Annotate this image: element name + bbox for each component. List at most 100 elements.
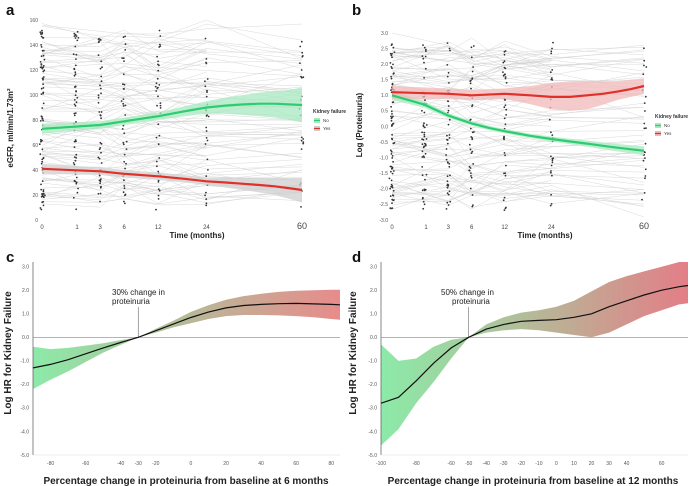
panel-b-subject-trajectory (391, 156, 645, 189)
panel-a-observation-point (205, 130, 208, 132)
panel-b-subject-trajectory (391, 179, 645, 204)
panel-b-observation-point (550, 131, 552, 134)
panel-a-observation-point (39, 153, 42, 156)
panel-b-observation-point (421, 189, 424, 192)
panel-b-observation-point (503, 172, 505, 175)
panel-a-observation-point (205, 95, 208, 98)
panel-a-observation-point (41, 180, 44, 183)
panel-b-observation-point (471, 104, 474, 106)
panel-b-observation-point (550, 193, 552, 196)
panel-a-observation-point (157, 123, 160, 126)
panel-b-observation-point (643, 64, 645, 67)
panel-a-subject-trajectory (41, 59, 303, 87)
panel-b-observation-point (392, 199, 395, 202)
panel-b-observation-point (472, 66, 474, 68)
panel-a-observation-point (42, 195, 45, 198)
panel-a-observation-point (122, 141, 125, 144)
panel-b-observation-point (504, 104, 507, 107)
panel-b-observation-point (390, 170, 392, 173)
panel-a-subject-trajectory (41, 104, 303, 123)
panel-a-subject-trajectory (41, 56, 303, 75)
panel-b-subject-trajectory (391, 46, 552, 68)
panel-a-observation-point (41, 29, 43, 32)
panel-b-observation-point (424, 143, 427, 146)
panel-b-observation-point (423, 77, 425, 79)
panel-d-y-tick-label: 3.0 (370, 265, 377, 271)
panel-b-observation-point (389, 195, 392, 198)
panel-a-subject-trajectory (41, 57, 207, 78)
panel-a-legend-title: Kidney failure (313, 109, 346, 115)
panel-a-observation-point (158, 189, 161, 192)
panel-a-y-tick-label: 0 (35, 218, 38, 224)
panel-a-subject-trajectory (41, 90, 303, 118)
panel-b-observation-point (449, 174, 451, 177)
panel-b-observation-point (470, 176, 473, 179)
panel-b-observation-point (446, 142, 449, 145)
panel-c-y-tick-label: -3.0 (20, 406, 29, 412)
panel-b-observation-point (551, 157, 554, 160)
panel-a-observation-point (40, 208, 43, 211)
panel-b-observation-point (422, 57, 425, 60)
panel-b-observation-point (389, 165, 392, 168)
panel-c-band (33, 289, 340, 390)
panel-a-observation-point (74, 112, 77, 114)
panel-a-observation-point (159, 107, 162, 109)
panel-b-observation-point (505, 206, 507, 209)
panel-a-subject-trajectory (41, 113, 303, 146)
panel-a-observation-point (40, 93, 43, 95)
panel-b-observation-point (392, 194, 395, 197)
panel-c-annotation-line2: proteinuria (112, 297, 150, 306)
panel-a-observation-point (73, 103, 76, 106)
panel-b-subject-trajectory (391, 32, 645, 59)
panel-a-observation-point (155, 82, 158, 85)
panel-a-observation-point (205, 175, 208, 178)
panel-a-observation-point (74, 86, 77, 88)
panel-b-observation-point (469, 80, 472, 82)
panel-a-x-tick-label: 3 (98, 225, 102, 231)
panel-a-observation-point (157, 170, 160, 173)
panel-c-plot: -5.0-4.0-3.0-2.0-1.00.01.02.03.0 -80 -60-… (3, 262, 341, 486)
panel-b-observation-point (421, 131, 423, 134)
panel-b-y-tick-label: 1.5 (381, 78, 388, 84)
panel-c-x-tick-label: -80 (47, 461, 54, 467)
panel-b-subject-trajectory (391, 159, 645, 186)
panel-b-bands (392, 78, 644, 156)
panel-b-observation-point (422, 155, 425, 158)
panel-a-observation-point (43, 69, 46, 72)
panel-b-observation-point (392, 189, 395, 192)
panel-c-y-tick-label: -1.0 (20, 359, 29, 365)
panel-b-subject-trajectory (391, 117, 644, 134)
panel-a-observation-point (74, 73, 77, 76)
panel-b-observation-point (503, 66, 506, 69)
panel-a-observation-point (123, 60, 125, 62)
panel-a-x-tick-label: 6 (123, 225, 127, 231)
panel-a-observation-point (157, 198, 160, 200)
panel-a-lines (41, 102, 303, 192)
panel-b-observation-point (446, 192, 449, 195)
panel-a-x-tick-label: 0 (40, 225, 44, 231)
panel-a-observation-point (206, 78, 209, 80)
panel-b-observation-point (424, 188, 427, 191)
panel-a-observation-point (123, 153, 126, 156)
panel-b-observation-point (389, 62, 392, 64)
panel-a-observation-point (205, 58, 208, 60)
panel-a-y-tick-label: 160 (30, 18, 39, 24)
panel-b-observation-point (390, 179, 393, 182)
panel-a-observation-point (158, 157, 161, 159)
panel-a-observation-point (42, 76, 45, 78)
panel-a-observation-point (204, 37, 207, 40)
panel-a-observation-point (158, 84, 161, 86)
panel-a-observation-point (301, 55, 304, 58)
panel-b-observation-point (644, 168, 647, 171)
panel-d-y-tick-label: 2.0 (370, 288, 377, 294)
panel-a-observation-point (40, 46, 43, 48)
panel-a-observation-point (125, 148, 128, 151)
panel-a-observation-point (75, 176, 78, 179)
panel-b-observation-point (470, 175, 472, 177)
panel-b-observation-point (392, 72, 395, 75)
panel-b-observation-point (644, 177, 646, 180)
panel-a-observation-point (97, 94, 100, 97)
panel-a-subject-trajectory (41, 95, 303, 116)
panel-a-observation-point (123, 83, 126, 86)
panel-b-observation-point (391, 186, 394, 189)
